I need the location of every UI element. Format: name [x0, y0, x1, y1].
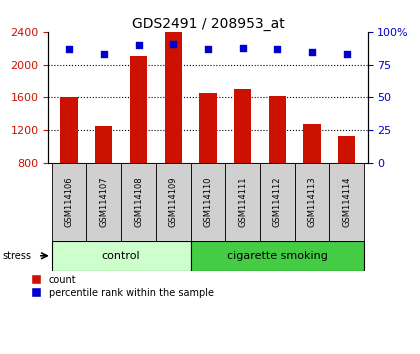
Bar — [191, 163, 225, 241]
Bar — [260, 163, 295, 241]
Text: GSM114109: GSM114109 — [169, 177, 178, 227]
Text: GSM114110: GSM114110 — [203, 177, 213, 227]
Legend: count, percentile rank within the sample: count, percentile rank within the sample — [27, 271, 218, 302]
Bar — [156, 163, 191, 241]
Text: GSM114114: GSM114114 — [342, 177, 351, 227]
Title: GDS2491 / 208953_at: GDS2491 / 208953_at — [131, 17, 284, 31]
Bar — [295, 163, 329, 241]
Text: GSM114112: GSM114112 — [273, 177, 282, 227]
Point — [343, 51, 350, 57]
Bar — [225, 163, 260, 241]
Bar — [329, 163, 364, 241]
Bar — [121, 163, 156, 241]
Point — [309, 48, 315, 54]
Point — [100, 51, 107, 57]
Bar — [87, 163, 121, 241]
Text: control: control — [102, 251, 140, 261]
Point — [66, 46, 73, 52]
Point — [239, 45, 246, 50]
Bar — [269, 96, 286, 163]
Bar — [52, 163, 87, 241]
Text: cigarette smoking: cigarette smoking — [227, 251, 328, 261]
Point — [274, 46, 281, 52]
Bar — [165, 32, 182, 163]
Text: GSM114107: GSM114107 — [99, 176, 108, 227]
Bar — [191, 241, 364, 271]
Point — [170, 41, 176, 46]
Point — [205, 46, 211, 52]
Text: GSM114106: GSM114106 — [65, 176, 73, 227]
Point — [135, 42, 142, 48]
Bar — [199, 93, 217, 163]
Bar — [338, 136, 355, 163]
Text: GSM114108: GSM114108 — [134, 176, 143, 227]
Bar — [52, 241, 191, 271]
Text: GSM114113: GSM114113 — [307, 176, 317, 227]
Bar — [234, 89, 251, 163]
Bar — [303, 124, 320, 163]
Bar — [60, 97, 78, 163]
Bar — [130, 56, 147, 163]
Bar — [95, 126, 113, 163]
Text: GSM114111: GSM114111 — [238, 177, 247, 227]
Text: stress: stress — [3, 251, 31, 261]
